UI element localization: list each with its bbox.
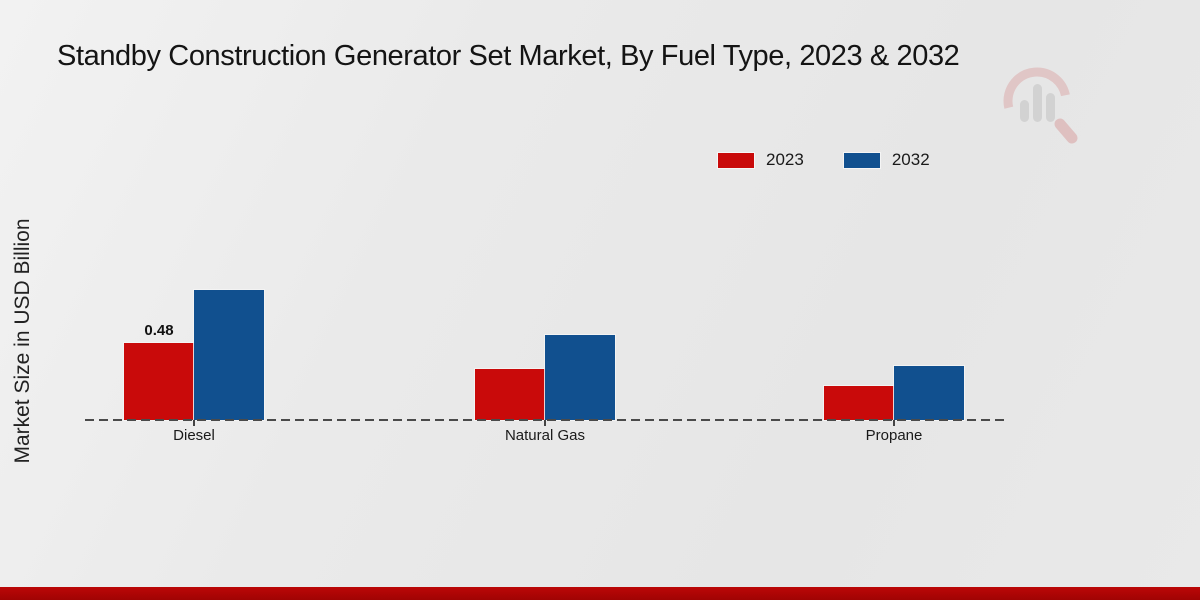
bar-propane-2023 — [824, 386, 894, 420]
legend-label-2032: 2032 — [891, 150, 930, 169]
mrfr-logo-watermark — [1000, 64, 1084, 148]
bar-natural-gas-2032 — [545, 335, 615, 420]
x-tick-propane — [893, 420, 895, 426]
bar-propane-2032 — [894, 366, 964, 420]
legend-swatch-2032 — [843, 152, 880, 168]
x-tick-label-propane: Propane — [865, 427, 923, 444]
legend: 2023 2032 — [718, 150, 930, 170]
bar-natural-gas-2023 — [475, 369, 545, 420]
chart-title: Standby Construction Generator Set Marke… — [57, 40, 960, 72]
x-tick-natural-gas — [544, 420, 546, 426]
x-tick-label-diesel: Diesel — [173, 427, 215, 444]
bar-diesel-2032 — [194, 290, 264, 420]
footer-band — [0, 587, 1200, 600]
magnifier-bars-logo-icon — [1003, 67, 1078, 144]
legend-item-2032: 2032 — [843, 150, 930, 170]
bar-diesel-2023 — [124, 343, 194, 420]
x-tick-diesel — [193, 420, 195, 426]
bar-value-label-diesel-2023: 0.48 — [144, 322, 174, 339]
x-tick-label-natural-gas: Natural Gas — [504, 427, 586, 444]
x-axis-baseline — [85, 419, 1007, 421]
legend-label-2023: 2023 — [766, 150, 804, 169]
legend-item-2023: 2023 — [718, 150, 804, 170]
legend-swatch-2023 — [718, 152, 754, 168]
